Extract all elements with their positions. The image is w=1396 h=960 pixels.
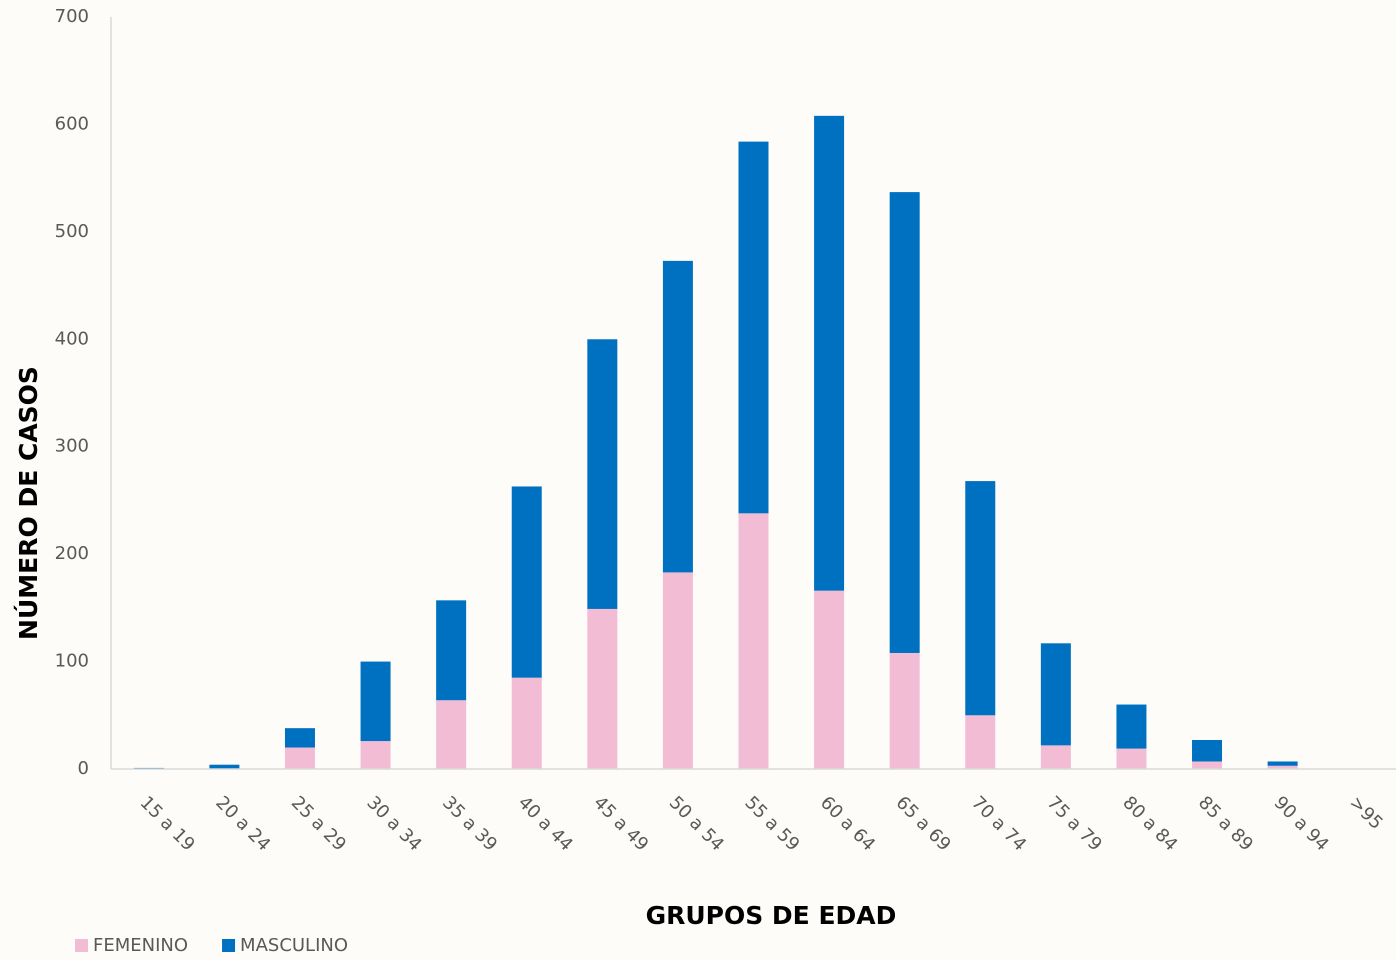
y-tick-label: 600 [55,113,89,134]
bar-segment [738,513,769,769]
x-axis-title: GRUPOS DE EDAD [646,901,897,930]
bar-segment [1116,704,1147,749]
y-tick-label: 300 [55,436,89,457]
bar-segment [965,481,996,716]
bar-segment [284,728,315,748]
legend-swatch [222,939,236,952]
y-tick-label: 100 [55,651,89,672]
legend-label: MASCULINO [240,935,348,956]
bar-segment [284,747,315,769]
bar-segment [662,260,693,573]
bar-segment [1192,761,1223,769]
bar-segment [889,192,920,653]
bar-segment [965,715,996,769]
bar-segment [209,764,240,769]
y-tick-label: 400 [55,328,89,349]
y-tick-label: 700 [55,6,89,27]
y-tick-label: 500 [55,221,89,242]
bar-segment [1116,748,1147,769]
bar-segment [1192,739,1223,762]
legend-label: FEMENINO [93,935,188,956]
bar-segment [436,700,467,769]
bar-segment [360,661,391,742]
legend-swatch [75,939,88,952]
bar-segment [587,608,618,769]
bar-segment [587,339,618,609]
y-tick-label: 0 [78,758,89,779]
bar-segment [1040,643,1071,746]
bar-segment [436,600,467,701]
y-tick-label: 200 [55,543,89,564]
y-axis-title: NÚMERO DE CASOS [13,366,43,640]
bar-segment [738,141,769,514]
bar-segment [889,652,920,769]
bar-segment [1267,761,1298,766]
bar-segment [1267,765,1298,769]
bar-segment [814,590,845,769]
bar-segment [360,741,391,769]
bar-segment [511,486,542,678]
bar-segment [814,115,845,591]
bar-segment [511,677,542,769]
bar-segment [662,572,693,769]
bar-segment [1040,745,1071,769]
